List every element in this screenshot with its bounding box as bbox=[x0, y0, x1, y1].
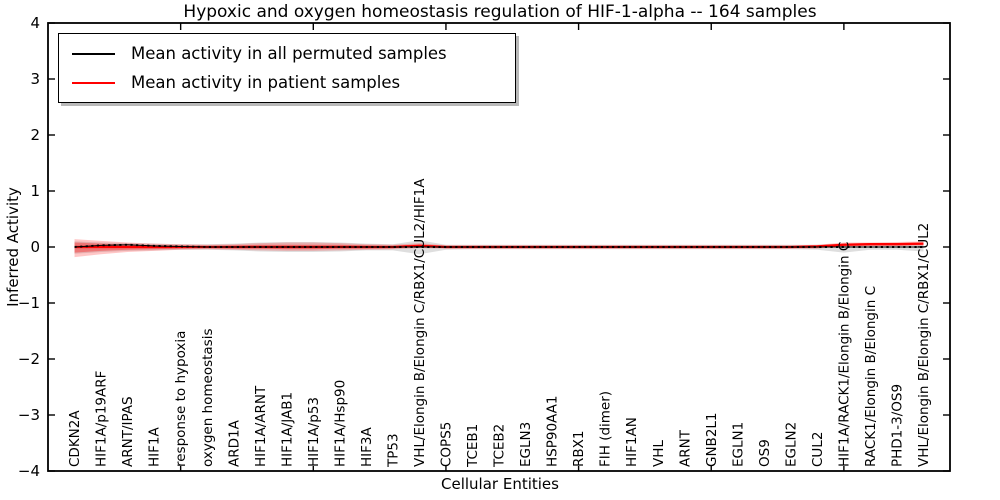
x-tick-label: OS9 bbox=[757, 439, 773, 467]
y-tick-label: 2 bbox=[30, 126, 40, 144]
x-tick-label: EGLN2 bbox=[783, 422, 799, 467]
x-tick-label: ARNT bbox=[677, 429, 693, 467]
x-tick-label: TCEB1 bbox=[465, 424, 481, 468]
legend-entry-permuted: Mean activity in all permuted samples bbox=[59, 39, 515, 68]
patient-line-swatch-icon bbox=[72, 81, 115, 84]
x-tick-label: EGLN3 bbox=[518, 422, 534, 467]
x-axis-label: Cellular Entities bbox=[441, 475, 559, 493]
x-tick-label: HIF1AN bbox=[624, 417, 640, 467]
legend-label: Mean activity in patient samples bbox=[131, 73, 401, 92]
x-tick-label: VHL/Elongin B/Elongin C/RBX1/CUL2/HIF1A bbox=[412, 178, 428, 467]
x-tick-label: HIF1A/RACK1/Elongin B/Elongin C bbox=[836, 242, 852, 467]
chart-title: Hypoxic and oxygen homeostasis regulatio… bbox=[183, 2, 817, 22]
y-tick-label: −4 bbox=[18, 462, 40, 480]
x-tick-label: FIH (dimer) bbox=[598, 391, 614, 467]
x-tick-label: VHL bbox=[651, 440, 667, 467]
x-tick-label: oxygen homeostasis bbox=[200, 329, 216, 468]
x-tick-label: TCEB2 bbox=[492, 424, 508, 468]
x-tick-label: HIF3A bbox=[359, 427, 375, 467]
y-tick-label: 1 bbox=[30, 182, 40, 200]
x-tick-label: HIF1A/p53 bbox=[306, 397, 322, 467]
x-tick-label: GNB2L1 bbox=[704, 412, 720, 467]
legend-label: Mean activity in all permuted samples bbox=[131, 44, 447, 63]
x-tick-label: HIF1A/JAB1 bbox=[279, 392, 295, 467]
x-tick-label: HIF1A bbox=[147, 427, 163, 467]
x-tick-label: HIF1A/Hsp90 bbox=[332, 380, 348, 467]
x-tick-label: TP53 bbox=[385, 433, 401, 468]
x-tick-label: CDKN2A bbox=[67, 410, 83, 467]
y-tick-label: −2 bbox=[18, 350, 40, 368]
x-tick-label: VHL/Elongin B/Elongin C/RBX1/CUL2 bbox=[916, 223, 932, 467]
y-tick-label: 3 bbox=[30, 70, 40, 88]
x-tick-label: response to hypoxia bbox=[173, 331, 189, 467]
x-tick-label: COPS5 bbox=[439, 422, 455, 467]
permuted-line-swatch-icon bbox=[72, 52, 115, 55]
y-tick-label: −1 bbox=[18, 294, 40, 312]
y-tick-label: −3 bbox=[18, 406, 40, 424]
y-tick-label: 4 bbox=[30, 14, 40, 32]
x-tick-label: HSP90AA1 bbox=[545, 396, 561, 467]
x-tick-label: PHD1-3/OS9 bbox=[890, 384, 906, 467]
x-tick-label: HIF1A/ARNT bbox=[253, 385, 269, 467]
permuted-mean-dotted-line bbox=[74, 243, 924, 248]
x-tick-label: EGLN1 bbox=[730, 422, 746, 467]
legend: Mean activity in all permuted samples Me… bbox=[58, 33, 516, 103]
x-tick-label: RBX1 bbox=[571, 431, 587, 467]
legend-entry-patient: Mean activity in patient samples bbox=[59, 68, 515, 97]
y-tick-label: 0 bbox=[30, 238, 40, 256]
x-tick-label: ARNT/IPAS bbox=[120, 396, 136, 467]
x-tick-label: CUL2 bbox=[810, 432, 826, 467]
x-tick-label: RACK1/Elongin B/Elongin C bbox=[863, 286, 879, 467]
x-tick-label: HIF1A/p19ARF bbox=[94, 371, 110, 467]
x-tick-label: ARD1A bbox=[226, 419, 242, 467]
